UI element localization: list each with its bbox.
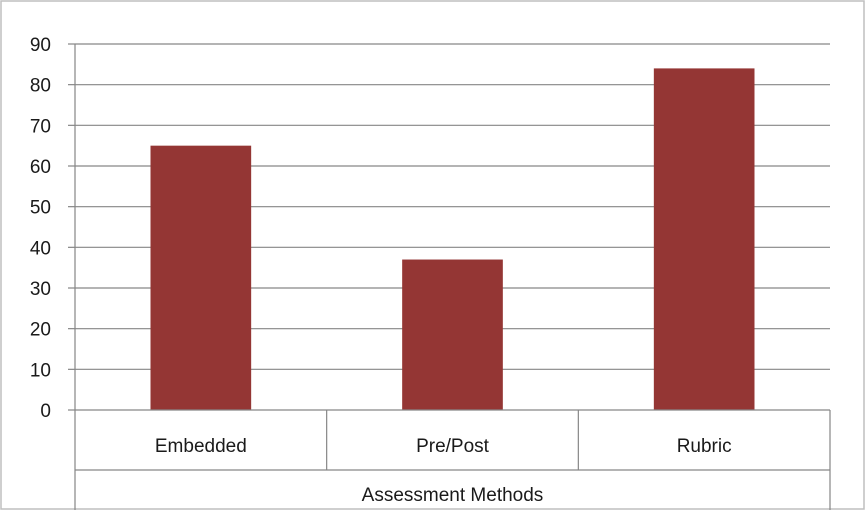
bar-pre-post	[402, 259, 503, 410]
y-tick-label-40: 40	[30, 238, 51, 259]
bar-rubric	[653, 68, 755, 411]
y-tick-label-70: 70	[30, 116, 51, 137]
y-tick-labels: 0 10 20 30 40 50 60 70 80 90	[30, 35, 51, 422]
y-tick-label-30: 30	[30, 279, 51, 300]
y-tick-label-20: 20	[30, 320, 51, 341]
y-tick-label-10: 10	[30, 360, 51, 381]
x-category-label-pre-post: Pre/Post	[416, 436, 490, 457]
x-axis-title: Assessment Methods	[362, 485, 544, 506]
y-tick-label-90: 90	[30, 35, 51, 56]
x-category-labels: Embedded Pre/Post Rubric	[155, 436, 732, 457]
y-tick-label-50: 50	[30, 198, 51, 219]
y-tick-label-60: 60	[30, 157, 51, 178]
x-category-label-rubric: Rubric	[677, 436, 732, 457]
x-category-label-embedded: Embedded	[155, 436, 247, 457]
y-tick-label-80: 80	[30, 76, 51, 97]
axes	[68, 43, 831, 510]
bars	[150, 68, 755, 411]
bar-embedded	[150, 145, 252, 410]
y-tick-label-0: 0	[40, 401, 51, 422]
